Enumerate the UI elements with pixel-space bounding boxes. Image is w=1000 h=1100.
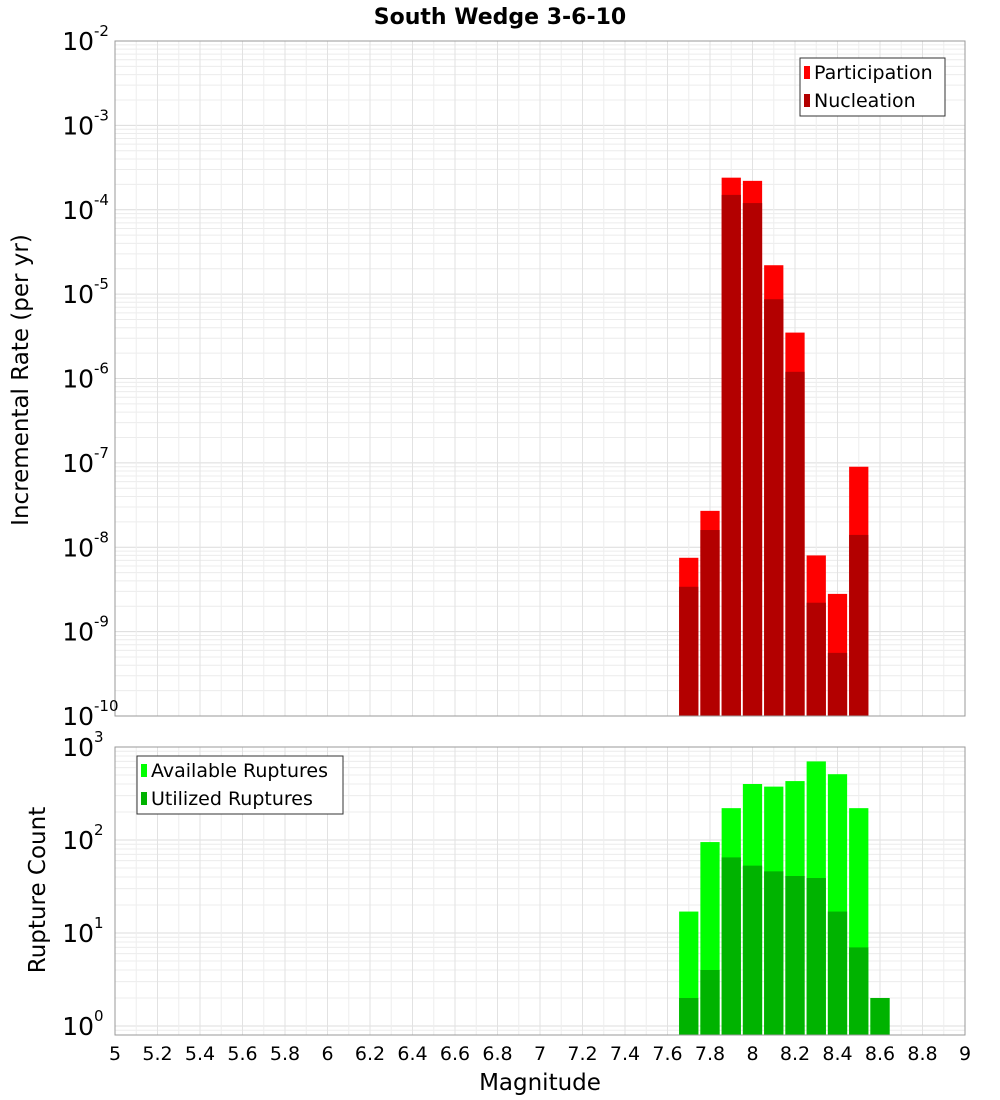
bottom-vertical-grid xyxy=(114,747,966,1035)
top-bar-series2 xyxy=(827,652,848,716)
bottom-y-axis-label: Rupture Count xyxy=(25,807,51,973)
top-y-tick-exponent: -2 xyxy=(94,22,109,40)
top-legend-swatch xyxy=(804,94,810,107)
x-axis: 5 5.2 5.4 5.6 5.8 6 6.2 6.4 6.6 6.8 7 7.2 7.4 7.6 7.8 8… xyxy=(109,1043,971,1065)
top-bars xyxy=(679,177,869,716)
top-bar-series2 xyxy=(721,194,741,716)
bottom-bars xyxy=(679,761,890,1035)
x-tick-label: 6.2 xyxy=(355,1043,385,1065)
bottom-bar-series2 xyxy=(827,911,848,1035)
x-tick-label: 7 xyxy=(534,1043,546,1065)
top-y-tick-label: 10 xyxy=(62,365,94,394)
x-tick-label: 8.8 xyxy=(907,1043,937,1065)
top-legend: Participation Nucleation xyxy=(799,57,946,117)
top-y-axis-label: Incremental Rate (per yr) xyxy=(8,234,34,526)
top-y-tick-label: 10 xyxy=(62,533,94,562)
top-bar-series2 xyxy=(700,530,720,716)
x-tick-label: 7.8 xyxy=(695,1043,725,1065)
top-bar-series2 xyxy=(806,602,826,716)
bottom-y-tick-exponent: 3 xyxy=(94,728,104,746)
x-axis-label: Magnitude xyxy=(479,1070,601,1096)
bottom-y-tick-exponent: 1 xyxy=(94,914,104,932)
x-tick-label: 5.8 xyxy=(270,1043,300,1065)
top-y-tick-label: 10 xyxy=(62,27,94,56)
bottom-y-tick-label: 10 xyxy=(62,733,94,762)
top-y-tick-label: 10 xyxy=(62,196,94,225)
top-y-tick-label: 10 xyxy=(62,280,94,309)
top-y-tick-label: 10 xyxy=(62,449,94,478)
bottom-bar-series2 xyxy=(806,878,826,1035)
bottom-bar-series2 xyxy=(700,969,720,1035)
bottom-legend-label: Utilized Ruptures xyxy=(151,788,313,810)
top-legend-label: Participation xyxy=(814,62,933,84)
x-tick-label: 7.6 xyxy=(652,1043,682,1065)
bottom-bar-series2 xyxy=(764,871,784,1035)
x-tick-label: 8.4 xyxy=(822,1043,852,1065)
bottom-y-tick-label: 10 xyxy=(62,826,94,855)
bottom-bar-series2 xyxy=(679,997,699,1035)
top-legend-swatch xyxy=(804,66,810,79)
bottom-bar-series2 xyxy=(742,865,763,1035)
top-y-tick-exponent: -7 xyxy=(94,444,109,462)
bottom-legend-box xyxy=(136,755,344,815)
top-bar-series2 xyxy=(849,534,869,716)
bottom-legend-label: Available Ruptures xyxy=(151,760,328,782)
x-tick-label: 5 xyxy=(109,1043,121,1065)
x-tick-label: 6 xyxy=(321,1043,333,1065)
top-y-tick-exponent: -5 xyxy=(94,275,109,293)
top-y-tick-exponent: -4 xyxy=(94,191,109,209)
top-plot-border xyxy=(114,40,966,717)
top-y-tick-label: 10 xyxy=(62,618,94,647)
top-bar-series2 xyxy=(742,203,763,716)
top-y-tick-exponent: -9 xyxy=(94,613,109,631)
top-y-tick-label: 10 xyxy=(62,702,94,731)
bottom-bar-series2 xyxy=(785,876,805,1035)
x-tick-label: 6.8 xyxy=(482,1043,512,1065)
bottom-y-tick-exponent: 2 xyxy=(94,821,104,839)
bottom-y-tick-label: 10 xyxy=(62,919,94,948)
bottom-legend-swatch xyxy=(141,792,147,805)
bottom-bar-series2 xyxy=(870,997,890,1035)
bottom-bar-series2 xyxy=(849,947,869,1035)
bottom-legend-swatch xyxy=(141,764,147,777)
x-tick-label: 7.4 xyxy=(610,1043,640,1065)
x-tick-label: 9 xyxy=(959,1043,971,1065)
bottom-legend: Available Ruptures Utilized Ruptures xyxy=(136,755,344,815)
top-y-tick-exponent: -10 xyxy=(94,697,119,715)
top-legend-box xyxy=(799,57,946,117)
bottom-y-tick-label: 10 xyxy=(62,1012,94,1041)
top-legend-label: Nucleation xyxy=(814,90,916,112)
top-y-tick-label: 10 xyxy=(62,111,94,140)
x-tick-label: 6.6 xyxy=(440,1043,470,1065)
x-tick-label: 8.2 xyxy=(780,1043,810,1065)
x-tick-label: 5.4 xyxy=(185,1043,215,1065)
x-tick-label: 5.2 xyxy=(142,1043,172,1065)
x-tick-label: 8 xyxy=(746,1043,758,1065)
bottom-plot-border xyxy=(114,746,966,1036)
bottom-bar-series2 xyxy=(721,857,741,1035)
bottom-y-tick-exponent: 0 xyxy=(94,1007,104,1025)
top-bar-series2 xyxy=(764,299,784,716)
x-tick-label: 6.4 xyxy=(397,1043,427,1065)
top-y-tick-exponent: -8 xyxy=(94,528,109,546)
top-bar-series2 xyxy=(679,586,699,716)
top-y-tick-exponent: -3 xyxy=(94,106,109,124)
x-tick-label: 8.6 xyxy=(865,1043,895,1065)
x-tick-label: 5.6 xyxy=(227,1043,257,1065)
top-y-tick-exponent: -6 xyxy=(94,360,109,378)
x-tick-label: 7.2 xyxy=(567,1043,597,1065)
chart-title: South Wedge 3-6-10 xyxy=(374,5,626,30)
top-bar-series2 xyxy=(785,371,805,716)
